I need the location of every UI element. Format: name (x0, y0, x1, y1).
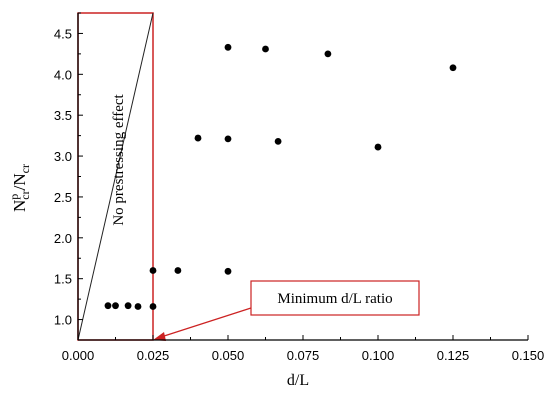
data-point (149, 303, 157, 310)
x-tick-label: 0.050 (212, 348, 245, 363)
x-tick-label: 0.025 (137, 348, 170, 363)
data-point (262, 45, 269, 53)
y-tick-label: 1.5 (54, 272, 72, 287)
data-point (324, 50, 332, 58)
data-point (104, 302, 112, 310)
y-tick-label: 3.5 (54, 108, 72, 123)
y-tick-label: 3.0 (54, 149, 72, 164)
x-axis-title: d/L (287, 372, 309, 389)
data-point (194, 134, 202, 142)
arrow-head (153, 332, 166, 341)
x-tick-label: 0.075 (287, 348, 320, 363)
y-tick-label: 2.0 (54, 231, 72, 246)
x-tick-label: 0.100 (362, 348, 395, 363)
arrow-line (160, 307, 252, 338)
data-point (174, 267, 182, 274)
data-point (224, 135, 232, 143)
data-point (112, 302, 119, 310)
data-point (124, 302, 132, 310)
y-axis-title: Npcr/Ncr (7, 164, 32, 212)
data-point (224, 267, 232, 275)
data-point (374, 143, 382, 151)
no-prestress-line (77, 12, 154, 341)
min-ratio-label: Minimum d/L ratio (277, 291, 392, 307)
tick-labels: 0.000 0.025 0.050 0.075 0.100 0.125 0.150 1.0 1.… (54, 26, 544, 363)
x-tick-label: 0.125 (437, 348, 470, 363)
y-tick-label: 1.0 (54, 313, 72, 328)
x-tick-label: 0.150 (512, 348, 545, 363)
y-tick-label: 2.5 (54, 190, 72, 205)
data-point (274, 137, 282, 145)
data-point (149, 267, 157, 274)
y-tick-label: 4.5 (54, 26, 72, 41)
data-point (134, 303, 142, 310)
annotations (77, 12, 252, 341)
x-tick-label: 0.000 (62, 348, 95, 363)
axes (77, 12, 529, 341)
no-prestress-label: No prestressing effect (111, 94, 127, 226)
data-point (449, 64, 457, 72)
min-ratio-box (250, 280, 420, 316)
y-tick-label: 4.0 (54, 67, 72, 82)
data-points (104, 43, 457, 310)
data-point (224, 43, 232, 51)
